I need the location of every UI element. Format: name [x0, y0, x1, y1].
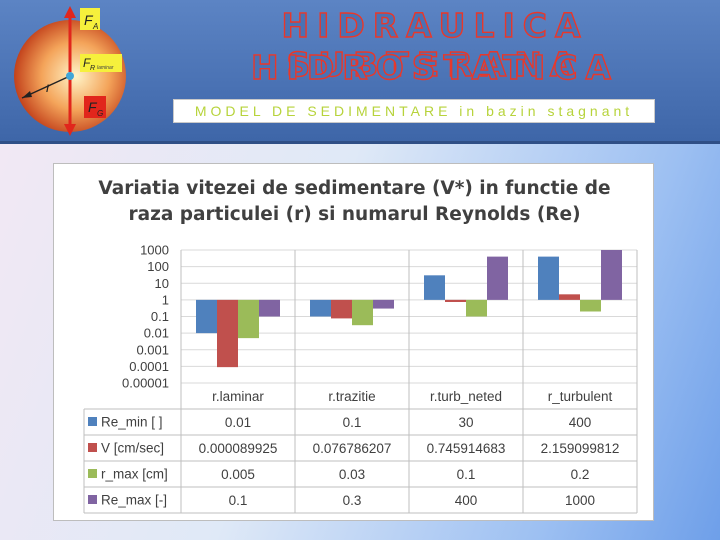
data-label: 0.03: [339, 467, 365, 482]
series-name: Re_max [-]: [101, 493, 167, 508]
series-name: r_max [cm]: [101, 467, 168, 482]
bar: [445, 299, 466, 302]
title-line-1: HIDRAULICA SUBTERANA: [281, 5, 589, 84]
data-label: 2.159099812: [541, 441, 620, 456]
chart-title-line-2: raza particulei (r) si numarul Reynolds …: [128, 204, 581, 225]
data-label: 0.1: [229, 493, 248, 508]
bar: [352, 299, 373, 326]
bar: [238, 299, 259, 339]
bar: [538, 256, 559, 300]
legend-swatch: [88, 469, 97, 478]
svg-text:R: R: [90, 65, 95, 72]
bar: [487, 256, 508, 300]
data-label: 0.01: [225, 415, 251, 430]
fa-label: F: [84, 12, 94, 28]
category-label: r.trazitie: [328, 389, 375, 404]
y-tick-label: 0.1: [151, 309, 169, 324]
data-label: 400: [455, 493, 478, 508]
bar: [466, 299, 487, 317]
bar: [196, 299, 217, 334]
data-label: 1000: [565, 493, 595, 508]
y-tick-label: 10: [155, 276, 169, 291]
bar-chart: 10001001010.10.010.0010.00010.00001r.lam…: [83, 243, 638, 514]
fr-label: F: [83, 56, 91, 70]
series-name: Re_min [ ]: [101, 415, 163, 430]
y-tick-label: 0.01: [144, 326, 169, 341]
data-label: 30: [458, 415, 473, 430]
subtitle-box: MODEL DE SEDIMENTARE in bazin stagnant: [173, 99, 655, 123]
data-label: 0.005: [221, 467, 255, 482]
data-label: 400: [569, 415, 592, 430]
y-tick-label: 100: [147, 259, 169, 274]
data-label: 0.1: [343, 415, 362, 430]
legend-swatch: [88, 495, 97, 504]
svg-text:A: A: [92, 22, 98, 31]
bar: [580, 299, 601, 312]
data-label: 0.000089925: [199, 441, 278, 456]
legend-swatch: [88, 443, 97, 452]
particle-center: [66, 72, 74, 80]
y-tick-label: 1000: [140, 243, 169, 258]
data-label: 0.2: [571, 467, 590, 482]
title-line-2: HIDROSTATICA: [250, 47, 619, 87]
chart-title-line-1: Variatia vitezei de sedimentare (V*) in …: [98, 178, 611, 199]
category-label: r.turb_neted: [430, 389, 502, 404]
bar: [217, 299, 238, 368]
bar: [424, 275, 445, 300]
bar: [259, 299, 280, 317]
bar: [331, 299, 352, 319]
data-label: 0.076786207: [313, 441, 392, 456]
chart-frame: Variatia vitezei de sedimentare (V*) in …: [53, 163, 654, 521]
category-label: r.laminar: [212, 389, 264, 404]
data-label: 0.3: [343, 493, 362, 508]
subtitle-text: MODEL DE SEDIMENTARE in bazin stagnant: [194, 103, 634, 119]
r-label: r: [46, 79, 52, 95]
svg-text:G: G: [97, 109, 103, 118]
fg-label: F: [88, 99, 98, 115]
slide-header: F A F R laminar F G r HIDRAULICA SUBTERA…: [0, 0, 720, 144]
y-tick-label: 0.00001: [122, 376, 169, 391]
legend-swatch: [88, 417, 97, 426]
category-label: r_turbulent: [548, 389, 613, 404]
data-label: 0.1: [457, 467, 476, 482]
y-tick-label: 0.001: [136, 342, 169, 357]
chart-title: Variatia vitezei de sedimentare (V*) in …: [54, 176, 655, 228]
bar: [601, 250, 622, 300]
svg-text:laminar: laminar: [97, 65, 114, 71]
y-tick-label: 1: [162, 292, 169, 307]
bar: [559, 294, 580, 300]
bar: [373, 299, 394, 309]
data-label: 0.745914683: [427, 441, 506, 456]
bar: [310, 299, 331, 317]
series-name: V [cm/sec]: [101, 441, 164, 456]
y-tick-label: 0.0001: [129, 359, 169, 374]
particle-force-diagram-icon: F A F R laminar F G r: [14, 6, 126, 136]
